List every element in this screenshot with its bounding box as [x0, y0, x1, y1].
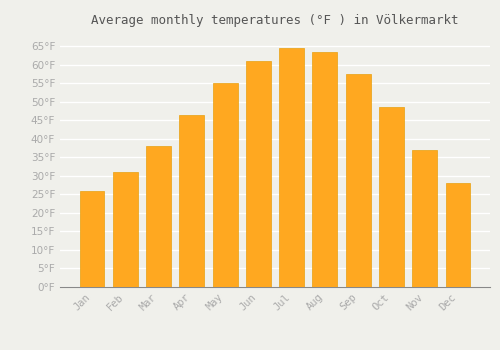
Bar: [113, 172, 138, 287]
Title: Average monthly temperatures (°F ) in Völkermarkt: Average monthly temperatures (°F ) in Vö…: [91, 14, 459, 27]
Bar: [446, 183, 470, 287]
Bar: [180, 115, 204, 287]
Bar: [279, 48, 304, 287]
Bar: [379, 107, 404, 287]
Bar: [80, 191, 104, 287]
Bar: [146, 146, 171, 287]
Bar: [212, 83, 238, 287]
Bar: [346, 74, 370, 287]
Bar: [246, 61, 271, 287]
Bar: [412, 150, 437, 287]
Bar: [312, 52, 338, 287]
